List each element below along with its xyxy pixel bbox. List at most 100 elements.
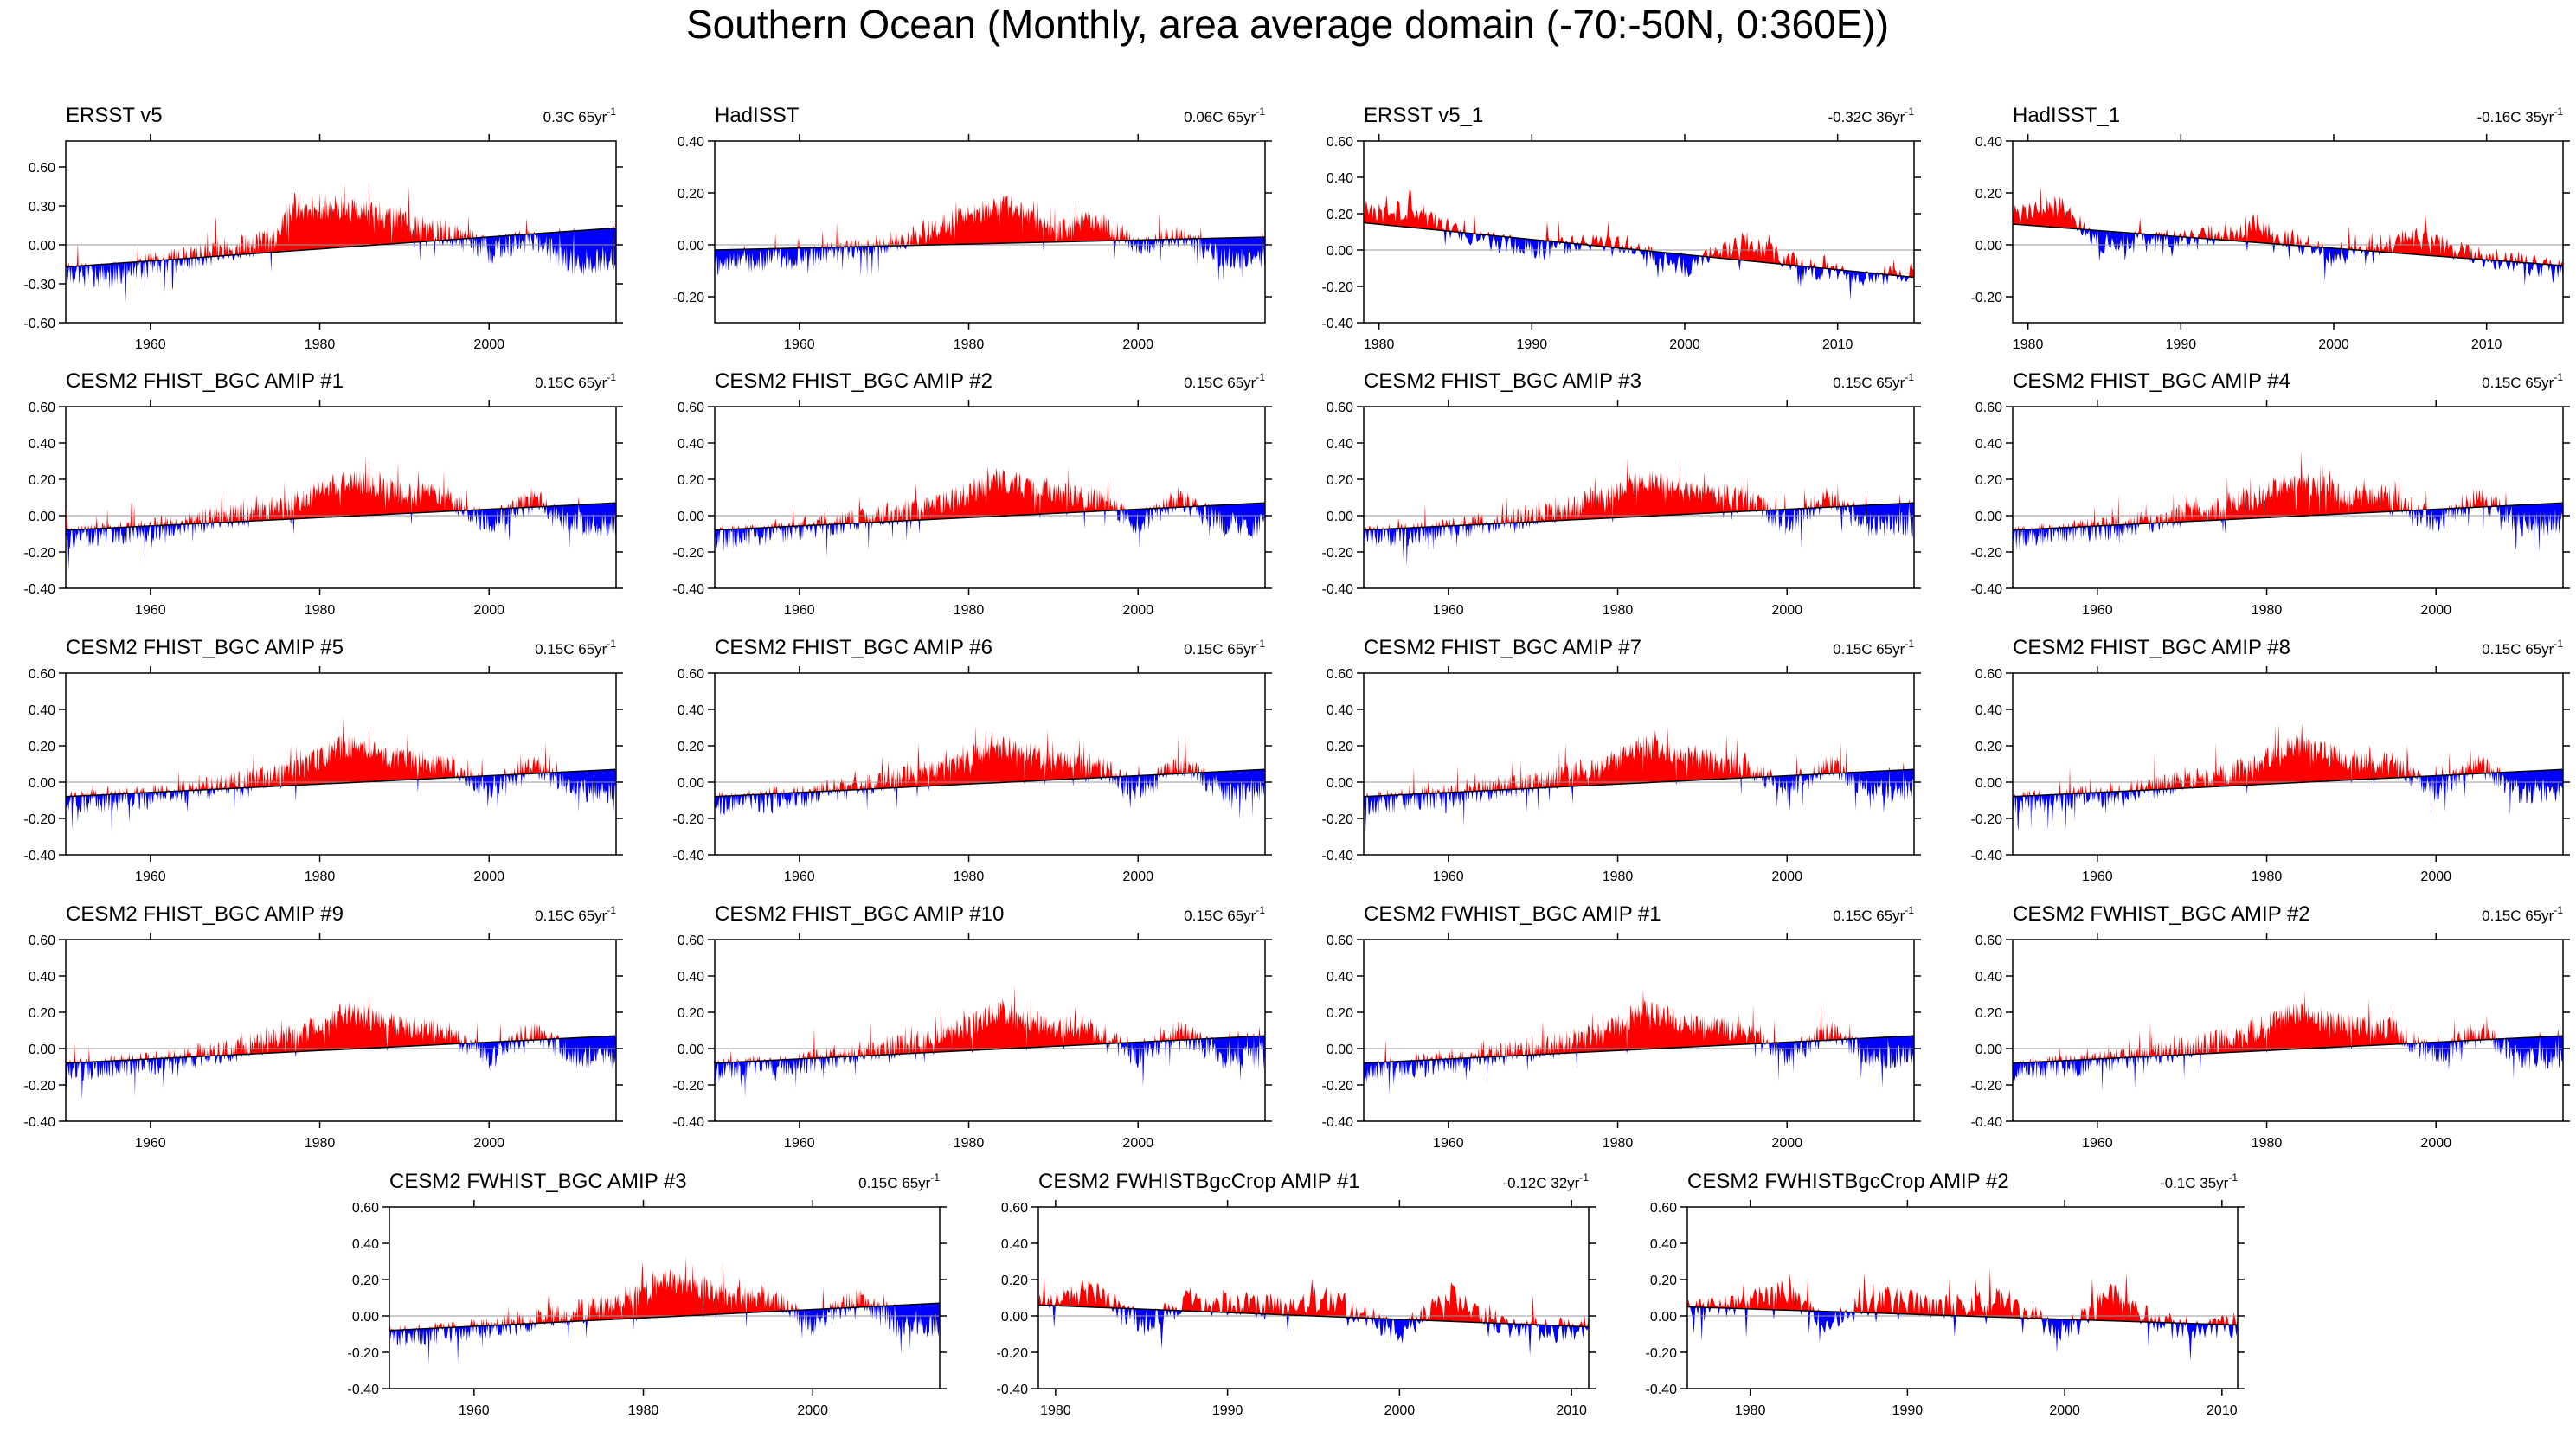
x-tick-label: 1960 bbox=[459, 1403, 490, 1418]
trend-label: 0.15C 65yr-1 bbox=[858, 1171, 940, 1191]
panel-title: CESM2 FHIST_BGC AMIP #5 bbox=[66, 636, 344, 659]
negative-anomaly-area bbox=[715, 237, 1265, 284]
x-tick-label: 2000 bbox=[1771, 603, 1802, 618]
plot-frame bbox=[2012, 672, 2564, 856]
negative-anomaly-area bbox=[66, 503, 616, 570]
trend-line bbox=[389, 1302, 941, 1332]
trend-line bbox=[1363, 1035, 1915, 1064]
panel-title: CESM2 FHIST_BGC AMIP #7 bbox=[1364, 636, 1641, 659]
panel-title: CESM2 FWHISTBgcCrop AMIP #1 bbox=[1038, 1170, 1360, 1193]
positive-anomaly-area bbox=[66, 716, 616, 797]
y-tick-label: -0.40 bbox=[1322, 849, 1354, 863]
panel-9: 0.60 0.40 0.20 0.00 -0.20 -0.40 1960 1980 2000 CE… bbox=[24, 636, 623, 884]
y-tick-label: 0.60 bbox=[1327, 934, 1353, 948]
panel-title: ERSST v5_1 bbox=[1364, 104, 1483, 127]
panel-title: CESM2 FHIST_BGC AMIP #10 bbox=[715, 902, 1004, 926]
trend-exponent: -1 bbox=[1256, 638, 1265, 650]
y-tick-label: -0.40 bbox=[1322, 582, 1354, 597]
y-tick-label: 0.60 bbox=[29, 934, 55, 948]
y-tick-label: -0.40 bbox=[24, 582, 56, 597]
y-tick-label: -0.20 bbox=[1646, 1346, 1678, 1361]
negative-anomaly-area bbox=[1038, 1305, 1589, 1356]
panel-13: 0.60 0.40 0.20 0.00 -0.20 -0.40 1960 1980 2000 CE… bbox=[24, 902, 623, 1151]
x-tick-label: 1980 bbox=[305, 337, 336, 352]
positive-anomaly-area bbox=[66, 995, 616, 1063]
panel-19: 0.60 0.40 0.20 0.00 -0.20 -0.40 1980 1990 2000 20… bbox=[1646, 1170, 2245, 1418]
trend-exponent: -1 bbox=[1905, 371, 1914, 383]
positive-anomaly-area bbox=[66, 454, 616, 530]
y-tick-label: 0.20 bbox=[678, 473, 704, 488]
positive-anomaly-area bbox=[1038, 1275, 1589, 1327]
y-tick-label: -0.20 bbox=[1322, 280, 1354, 295]
plot-frame bbox=[1037, 1206, 1590, 1389]
y-tick-label: -0.20 bbox=[24, 1079, 56, 1094]
y-tick-label: 0.40 bbox=[678, 135, 704, 150]
panel-16: 0.60 0.40 0.20 0.00 -0.20 -0.40 1960 1980 2000 CE… bbox=[1971, 902, 2570, 1151]
x-tick-label: 1960 bbox=[1433, 870, 1464, 884]
trend-exponent: -1 bbox=[607, 371, 616, 383]
trend-label: 0.15C 65yr-1 bbox=[535, 904, 616, 924]
trend-line bbox=[2012, 1035, 2564, 1064]
y-tick-label: -0.20 bbox=[673, 546, 705, 561]
y-tick-label: 0.00 bbox=[29, 776, 55, 791]
trend-line bbox=[65, 1035, 617, 1064]
x-tick-label: 1960 bbox=[784, 337, 815, 352]
y-tick-label: -0.60 bbox=[24, 317, 56, 331]
x-tick-label: 1960 bbox=[784, 1136, 815, 1151]
panel-title: CESM2 FWHISTBgcCrop AMIP #2 bbox=[1687, 1170, 2009, 1193]
trend-exponent: -1 bbox=[1905, 106, 1914, 118]
figure-title: Southern Ocean (Monthly, area average do… bbox=[686, 2, 1889, 47]
y-tick-label: 0.60 bbox=[1975, 934, 2002, 948]
y-tick-label: -0.20 bbox=[673, 812, 705, 827]
x-tick-label: 2000 bbox=[1384, 1403, 1416, 1418]
y-tick-label: -0.30 bbox=[24, 278, 56, 292]
trend-line bbox=[714, 768, 1266, 798]
y-tick-label: 0.00 bbox=[29, 510, 55, 524]
y-tick-label: 0.40 bbox=[29, 703, 55, 718]
trend-line bbox=[1363, 221, 1915, 279]
plot-frame bbox=[2012, 939, 2564, 1122]
y-tick-label: -0.20 bbox=[24, 812, 56, 827]
trend-line bbox=[65, 227, 617, 268]
y-tick-label: 0.40 bbox=[1327, 437, 1353, 452]
trend-line bbox=[2012, 502, 2564, 531]
x-tick-label: 1980 bbox=[305, 603, 336, 618]
y-tick-label: -0.20 bbox=[997, 1346, 1029, 1361]
y-tick-label: -0.20 bbox=[1971, 812, 2003, 827]
y-tick-label: 0.00 bbox=[1975, 510, 2002, 524]
x-tick-label: 1980 bbox=[2252, 603, 2283, 618]
y-tick-label: 0.00 bbox=[1327, 244, 1353, 259]
x-tick-label: 1980 bbox=[628, 1403, 659, 1418]
x-tick-label: 1960 bbox=[135, 1136, 166, 1151]
trend-label: 0.15C 65yr-1 bbox=[1184, 638, 1265, 658]
trend-label: 0.15C 65yr-1 bbox=[1833, 904, 1914, 924]
positive-anomaly-area bbox=[1364, 459, 1914, 530]
y-tick-label: 0.60 bbox=[678, 667, 704, 682]
negative-anomaly-area bbox=[1364, 222, 1914, 301]
y-tick-label: 0.20 bbox=[352, 1274, 379, 1288]
trend-exponent: -1 bbox=[1256, 371, 1265, 383]
positive-anomaly-area bbox=[2013, 186, 2563, 266]
y-tick-label: 0.60 bbox=[1327, 667, 1353, 682]
positive-anomaly-area bbox=[2013, 722, 2563, 797]
y-tick-label: 0.20 bbox=[29, 740, 55, 754]
trend-label: 0.15C 65yr-1 bbox=[1184, 904, 1265, 924]
trend-exponent: -1 bbox=[1256, 904, 1265, 916]
panel-17: 0.60 0.40 0.20 0.00 -0.20 -0.40 1960 1980 2000 CE… bbox=[348, 1170, 947, 1418]
y-tick-label: 0.60 bbox=[29, 667, 55, 682]
y-tick-label: 0.40 bbox=[352, 1237, 379, 1252]
negative-anomaly-area bbox=[715, 1036, 1265, 1098]
y-tick-label: 0.00 bbox=[1975, 239, 2002, 253]
panel-title: CESM2 FHIST_BGC AMIP #3 bbox=[1364, 369, 1641, 393]
x-tick-label: 1990 bbox=[1517, 337, 1548, 352]
negative-anomaly-area bbox=[1687, 1306, 2238, 1362]
x-tick-label: 2000 bbox=[1771, 1136, 1802, 1151]
trend-exponent: -1 bbox=[607, 638, 616, 650]
y-tick-label: 0.20 bbox=[678, 187, 704, 202]
y-tick-label: -0.20 bbox=[348, 1346, 380, 1361]
y-tick-label: 0.00 bbox=[678, 1043, 704, 1057]
x-tick-label: 1980 bbox=[2252, 870, 2283, 884]
x-tick-label: 1960 bbox=[2082, 603, 2113, 618]
y-tick-label: 0.40 bbox=[1975, 437, 2002, 452]
y-tick-label: 0.40 bbox=[678, 437, 704, 452]
